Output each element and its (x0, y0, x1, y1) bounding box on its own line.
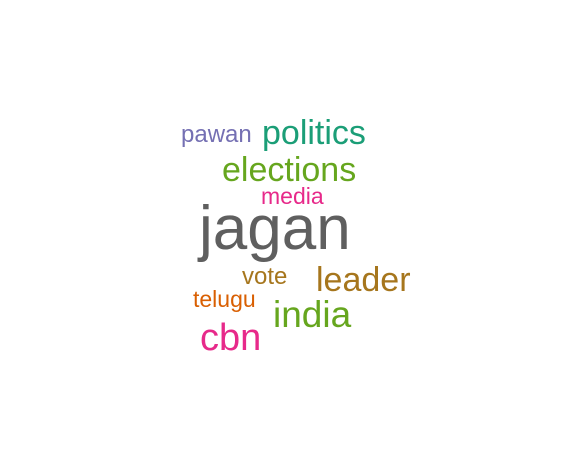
word-elections: elections (222, 151, 357, 189)
word-india: india (273, 294, 352, 335)
word-vote: vote (242, 263, 288, 290)
word-jagan: jagan (199, 194, 351, 263)
word-media: media (261, 183, 324, 209)
word-cbn: cbn (200, 317, 262, 359)
word-politics: politics (262, 114, 366, 152)
word-telugu: telugu (193, 286, 256, 312)
word-pawan: pawan (181, 121, 252, 148)
word-leader: leader (316, 261, 411, 299)
